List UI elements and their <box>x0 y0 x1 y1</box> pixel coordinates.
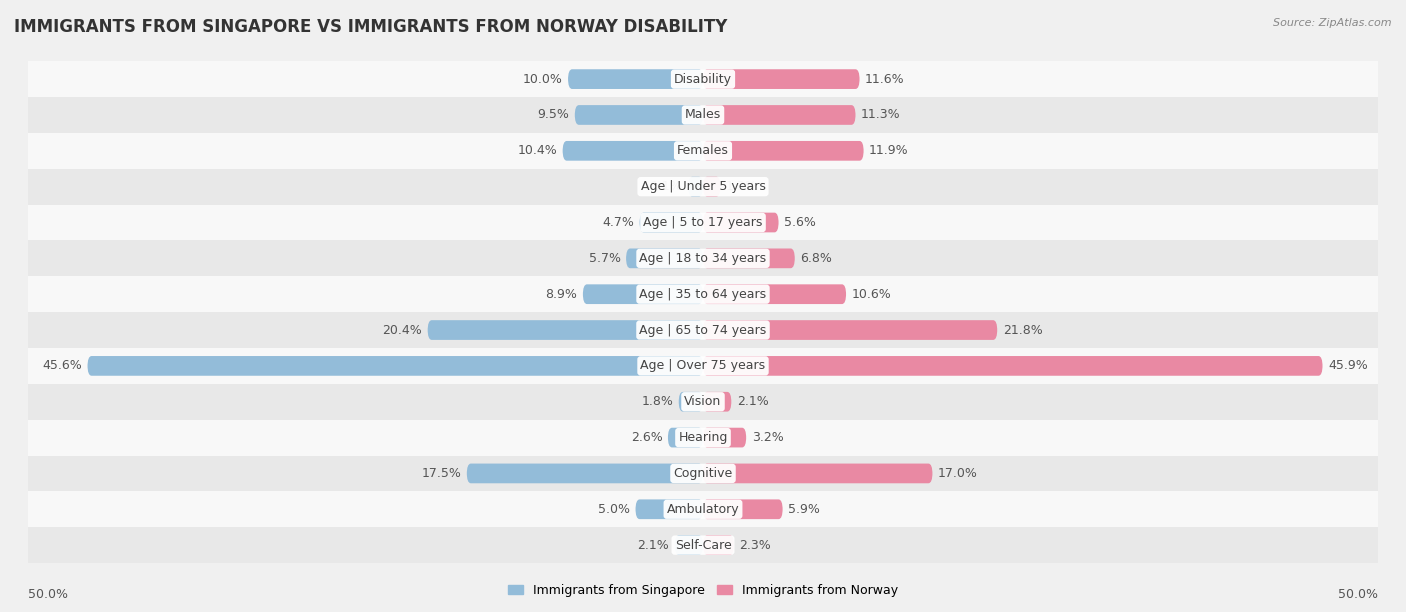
Text: 6.8%: 6.8% <box>800 252 832 265</box>
FancyBboxPatch shape <box>703 105 855 125</box>
FancyBboxPatch shape <box>626 248 703 268</box>
FancyBboxPatch shape <box>703 285 846 304</box>
Text: 2.1%: 2.1% <box>737 395 769 408</box>
Text: 10.0%: 10.0% <box>523 73 562 86</box>
FancyBboxPatch shape <box>703 320 997 340</box>
Bar <box>28 312 1378 348</box>
Bar <box>28 384 1378 420</box>
FancyBboxPatch shape <box>583 285 703 304</box>
FancyBboxPatch shape <box>679 392 703 412</box>
FancyBboxPatch shape <box>703 248 794 268</box>
Text: 50.0%: 50.0% <box>1339 588 1378 601</box>
Bar <box>28 348 1378 384</box>
Text: 45.6%: 45.6% <box>42 359 82 372</box>
FancyBboxPatch shape <box>703 428 747 447</box>
Bar <box>28 455 1378 491</box>
FancyBboxPatch shape <box>703 356 1323 376</box>
FancyBboxPatch shape <box>703 141 863 161</box>
Text: 8.9%: 8.9% <box>546 288 578 300</box>
Text: 11.9%: 11.9% <box>869 144 908 157</box>
Text: 10.6%: 10.6% <box>852 288 891 300</box>
Text: 2.3%: 2.3% <box>740 539 772 551</box>
Text: Self-Care: Self-Care <box>675 539 731 551</box>
Text: IMMIGRANTS FROM SINGAPORE VS IMMIGRANTS FROM NORWAY DISABILITY: IMMIGRANTS FROM SINGAPORE VS IMMIGRANTS … <box>14 18 727 36</box>
Text: Females: Females <box>678 144 728 157</box>
FancyBboxPatch shape <box>688 177 703 196</box>
Text: 17.0%: 17.0% <box>938 467 977 480</box>
FancyBboxPatch shape <box>703 536 734 555</box>
Bar <box>28 133 1378 169</box>
FancyBboxPatch shape <box>575 105 703 125</box>
Text: Disability: Disability <box>673 73 733 86</box>
Text: Vision: Vision <box>685 395 721 408</box>
Text: Age | 5 to 17 years: Age | 5 to 17 years <box>644 216 762 229</box>
Bar <box>28 491 1378 527</box>
Text: Males: Males <box>685 108 721 121</box>
Text: Age | Under 5 years: Age | Under 5 years <box>641 180 765 193</box>
Text: Source: ZipAtlas.com: Source: ZipAtlas.com <box>1274 18 1392 28</box>
FancyBboxPatch shape <box>703 499 783 519</box>
Text: 5.9%: 5.9% <box>787 503 820 516</box>
Text: 4.7%: 4.7% <box>602 216 634 229</box>
FancyBboxPatch shape <box>703 392 731 412</box>
Bar <box>28 420 1378 455</box>
Text: 17.5%: 17.5% <box>422 467 461 480</box>
Bar <box>28 276 1378 312</box>
FancyBboxPatch shape <box>703 69 859 89</box>
Legend: Immigrants from Singapore, Immigrants from Norway: Immigrants from Singapore, Immigrants fr… <box>503 579 903 602</box>
Text: 5.0%: 5.0% <box>598 503 630 516</box>
Text: 1.8%: 1.8% <box>641 395 673 408</box>
FancyBboxPatch shape <box>636 499 703 519</box>
FancyBboxPatch shape <box>675 536 703 555</box>
Bar <box>28 61 1378 97</box>
FancyBboxPatch shape <box>568 69 703 89</box>
FancyBboxPatch shape <box>87 356 703 376</box>
Text: Ambulatory: Ambulatory <box>666 503 740 516</box>
Text: 2.1%: 2.1% <box>637 539 669 551</box>
Text: 9.5%: 9.5% <box>537 108 569 121</box>
FancyBboxPatch shape <box>703 177 720 196</box>
Text: Age | Over 75 years: Age | Over 75 years <box>641 359 765 372</box>
FancyBboxPatch shape <box>668 428 703 447</box>
Text: 20.4%: 20.4% <box>382 324 422 337</box>
Text: 50.0%: 50.0% <box>28 588 67 601</box>
FancyBboxPatch shape <box>427 320 703 340</box>
Bar <box>28 527 1378 563</box>
FancyBboxPatch shape <box>703 463 932 483</box>
Text: Cognitive: Cognitive <box>673 467 733 480</box>
Text: 1.1%: 1.1% <box>651 180 683 193</box>
Text: 10.4%: 10.4% <box>517 144 557 157</box>
Bar <box>28 97 1378 133</box>
Text: Age | 35 to 64 years: Age | 35 to 64 years <box>640 288 766 300</box>
Text: 5.7%: 5.7% <box>589 252 620 265</box>
FancyBboxPatch shape <box>640 212 703 233</box>
Text: Hearing: Hearing <box>678 431 728 444</box>
FancyBboxPatch shape <box>562 141 703 161</box>
Text: 1.3%: 1.3% <box>725 180 758 193</box>
Text: Age | 65 to 74 years: Age | 65 to 74 years <box>640 324 766 337</box>
Text: 11.6%: 11.6% <box>865 73 904 86</box>
Text: 21.8%: 21.8% <box>1002 324 1042 337</box>
FancyBboxPatch shape <box>467 463 703 483</box>
Bar <box>28 204 1378 241</box>
Text: 3.2%: 3.2% <box>752 431 783 444</box>
Text: 2.6%: 2.6% <box>631 431 662 444</box>
Text: 5.6%: 5.6% <box>785 216 815 229</box>
Text: Age | 18 to 34 years: Age | 18 to 34 years <box>640 252 766 265</box>
Text: 45.9%: 45.9% <box>1327 359 1368 372</box>
Text: 11.3%: 11.3% <box>860 108 901 121</box>
FancyBboxPatch shape <box>703 212 779 233</box>
Bar <box>28 169 1378 204</box>
Bar <box>28 241 1378 276</box>
